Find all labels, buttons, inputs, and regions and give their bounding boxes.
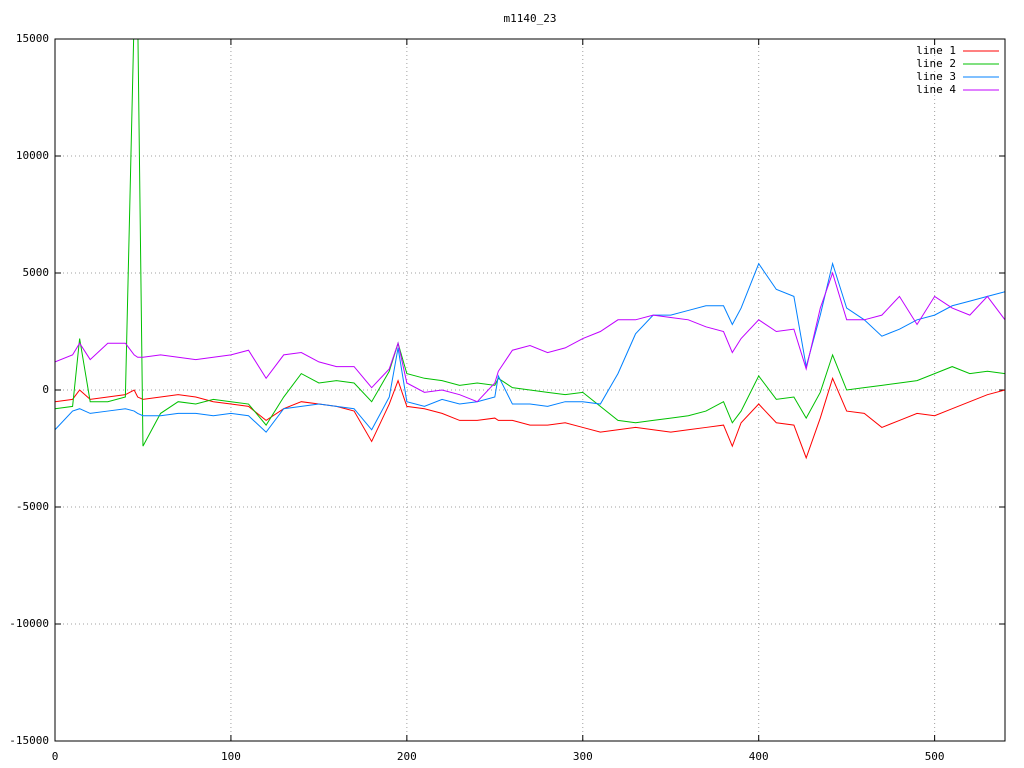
legend-label: line 1: [916, 44, 956, 57]
x-tick-label: 300: [573, 750, 593, 763]
y-tick-label: -10000: [9, 617, 49, 630]
series-line: [55, 261, 1005, 433]
x-tick-label: 500: [925, 750, 945, 763]
y-tick-label: 10000: [16, 149, 49, 162]
y-tick-label: 15000: [16, 32, 49, 45]
y-tick-label: -5000: [16, 500, 49, 513]
plot-border: [54, 38, 1006, 742]
plot-lines: [55, 39, 1005, 460]
chart-title: m1140_23: [504, 12, 557, 25]
x-tick-label: 400: [749, 750, 769, 763]
y-tick-label: 5000: [23, 266, 50, 279]
x-tick-label: 100: [221, 750, 241, 763]
x-tick-label: 0: [52, 750, 59, 763]
x-tick-label: 200: [397, 750, 417, 763]
legend-label: line 4: [916, 83, 956, 96]
legend-label: line 3: [916, 70, 956, 83]
y-tick-label: 0: [42, 383, 49, 396]
series-line: [55, 376, 1005, 460]
legend-label: line 2: [916, 57, 956, 70]
series-line: [55, 39, 1005, 447]
series-line: [55, 271, 1005, 403]
y-tick-label: -15000: [9, 734, 49, 747]
